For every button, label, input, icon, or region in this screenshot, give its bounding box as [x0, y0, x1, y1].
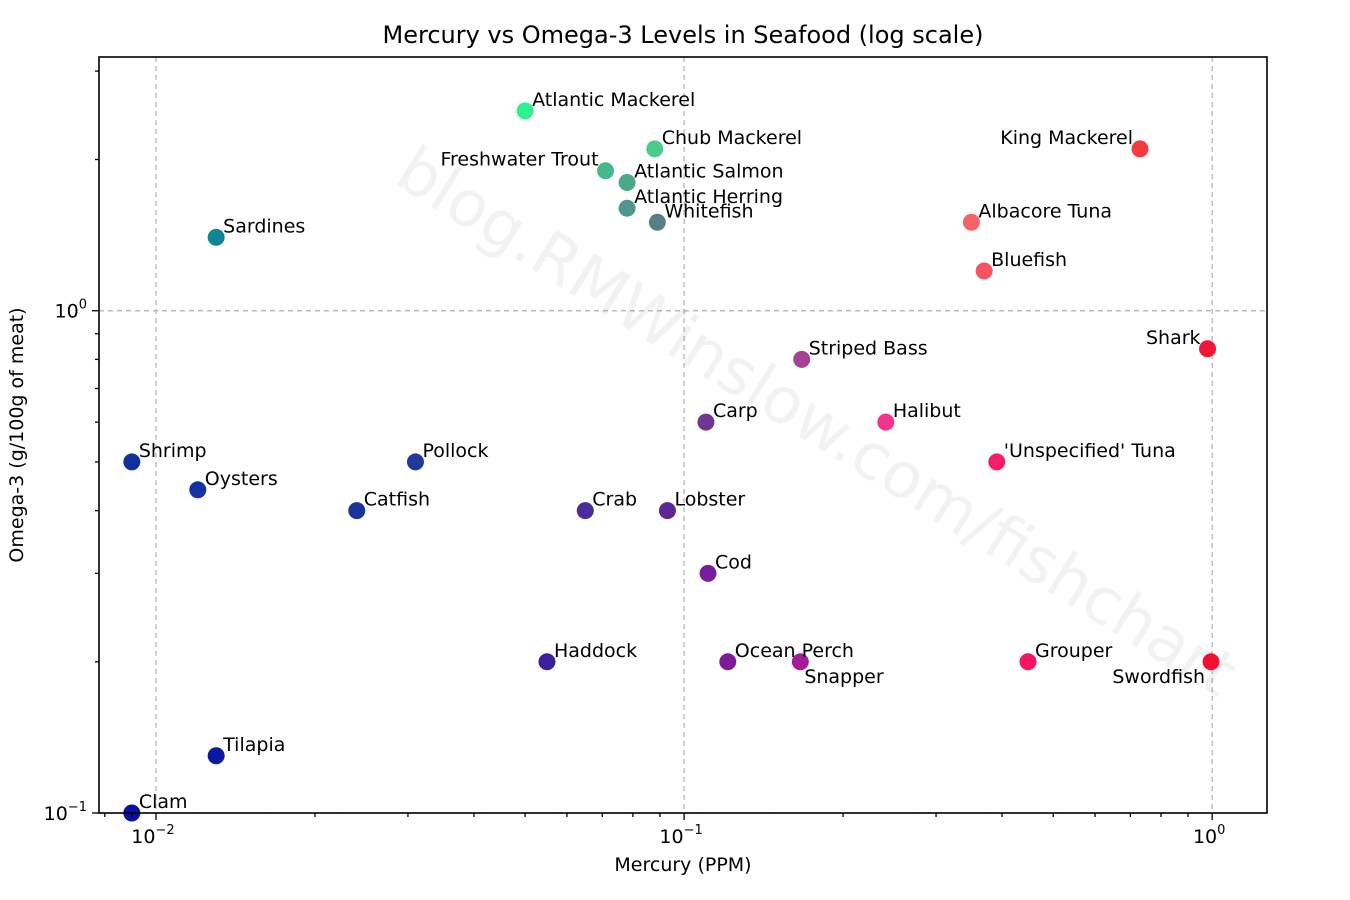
point-label: Atlantic Salmon — [634, 161, 783, 183]
point-labels: Atlantic Mackerel Chub Mackerel Freshwater… — [139, 89, 1205, 813]
data-points — [123, 102, 1220, 822]
x-tick-label: 10−1 — [659, 823, 702, 848]
x-tick-label: 100 — [1193, 823, 1225, 848]
x-tick-label: 10−2 — [131, 823, 174, 848]
point-label: Pollock — [422, 440, 488, 462]
point-label: Lobster — [674, 489, 745, 511]
data-point — [207, 747, 225, 765]
point-label: Cod — [715, 551, 752, 573]
data-point — [597, 162, 615, 180]
point-label: Chub Mackerel — [662, 127, 802, 149]
point-label: Ocean Perch — [735, 640, 854, 662]
chart-title: Mercury vs Omega-3 Levels in Seafood (lo… — [383, 21, 984, 49]
data-point — [791, 653, 809, 671]
data-point — [719, 653, 737, 671]
data-point — [988, 453, 1006, 471]
data-point — [406, 453, 424, 471]
point-label: Clam — [139, 791, 188, 813]
point-label: 'Unspecified' Tuna — [1004, 440, 1176, 462]
data-point — [699, 564, 717, 582]
point-label: Halibut — [893, 400, 961, 422]
y-tick-label: 100 — [55, 298, 87, 323]
point-label: Albacore Tuna — [978, 200, 1112, 222]
data-point — [697, 413, 715, 431]
data-point — [207, 228, 225, 246]
data-point — [648, 213, 666, 231]
data-point — [1131, 140, 1149, 158]
watermark-text: blog.RMWinslow.com/fishchart — [383, 133, 1249, 712]
data-point — [1202, 653, 1220, 671]
y-tick-label: 10−1 — [44, 800, 87, 825]
point-label: Catfish — [364, 489, 430, 511]
x-axis-label: Mercury (PPM) — [614, 854, 751, 876]
point-label: Tilapia — [222, 734, 285, 756]
data-point — [576, 502, 594, 520]
data-point — [1019, 653, 1037, 671]
point-label: Crab — [592, 489, 637, 511]
data-point — [877, 413, 895, 431]
point-label: Shrimp — [139, 440, 207, 462]
point-label: Swordfish — [1112, 666, 1205, 688]
data-point — [975, 262, 993, 280]
data-point — [189, 481, 207, 499]
point-label: Atlantic Mackerel — [532, 89, 695, 111]
data-point — [123, 453, 141, 471]
plot-frame — [98, 56, 1268, 814]
y-axis-label: Omega-3 (g/100g of meat) — [6, 307, 28, 562]
axis-ticks: 10−2 10−1 100 10−1 100 — [44, 70, 1225, 848]
point-label: Whitefish — [664, 200, 753, 222]
point-label: Grouper — [1035, 640, 1113, 662]
data-point — [793, 350, 811, 368]
point-label: Carp — [713, 400, 758, 422]
data-point — [618, 199, 636, 217]
point-label: King Mackerel — [1000, 127, 1133, 149]
data-point — [348, 502, 366, 520]
data-point — [646, 140, 664, 158]
point-label: Shark — [1146, 327, 1201, 349]
point-label: Sardines — [223, 215, 305, 237]
point-label: Oysters — [205, 468, 278, 490]
data-point — [658, 502, 676, 520]
point-label: Snapper — [804, 666, 884, 688]
data-point — [538, 653, 556, 671]
point-label: Freshwater Trout — [440, 149, 598, 171]
point-label: Striped Bass — [809, 337, 928, 359]
point-label: Haddock — [554, 640, 637, 662]
data-point — [962, 213, 980, 231]
point-label: Atlantic Herring — [634, 186, 783, 208]
data-point — [516, 102, 534, 120]
data-point — [618, 174, 636, 192]
data-point — [1199, 340, 1217, 358]
point-label: Bluefish — [991, 249, 1067, 271]
